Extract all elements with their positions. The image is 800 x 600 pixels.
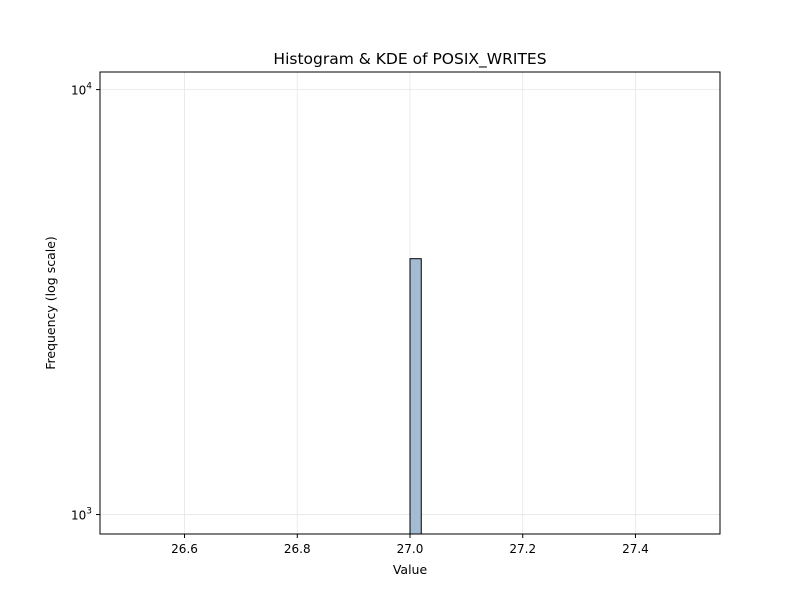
- y-tick-label: 104: [71, 82, 92, 98]
- y-tick-label: 103: [71, 507, 92, 523]
- x-tick-label: 26.6: [171, 542, 198, 556]
- y-axis: 103 104: [71, 82, 100, 523]
- x-tick-label: 27.2: [509, 542, 536, 556]
- y-axis-label: Frequency (log scale): [43, 236, 58, 370]
- bars: [409, 258, 422, 535]
- x-tick-label: 26.8: [284, 542, 311, 556]
- x-tick-label: 27.4: [622, 542, 649, 556]
- x-axis: 26.6 26.8 27.0 27.2 27.4: [171, 534, 649, 556]
- chart-title: Histogram & KDE of POSIX_WRITES: [273, 50, 546, 69]
- x-axis-label: Value: [393, 562, 428, 577]
- histogram-bar: [409, 258, 422, 535]
- x-tick-label: 27.0: [397, 542, 424, 556]
